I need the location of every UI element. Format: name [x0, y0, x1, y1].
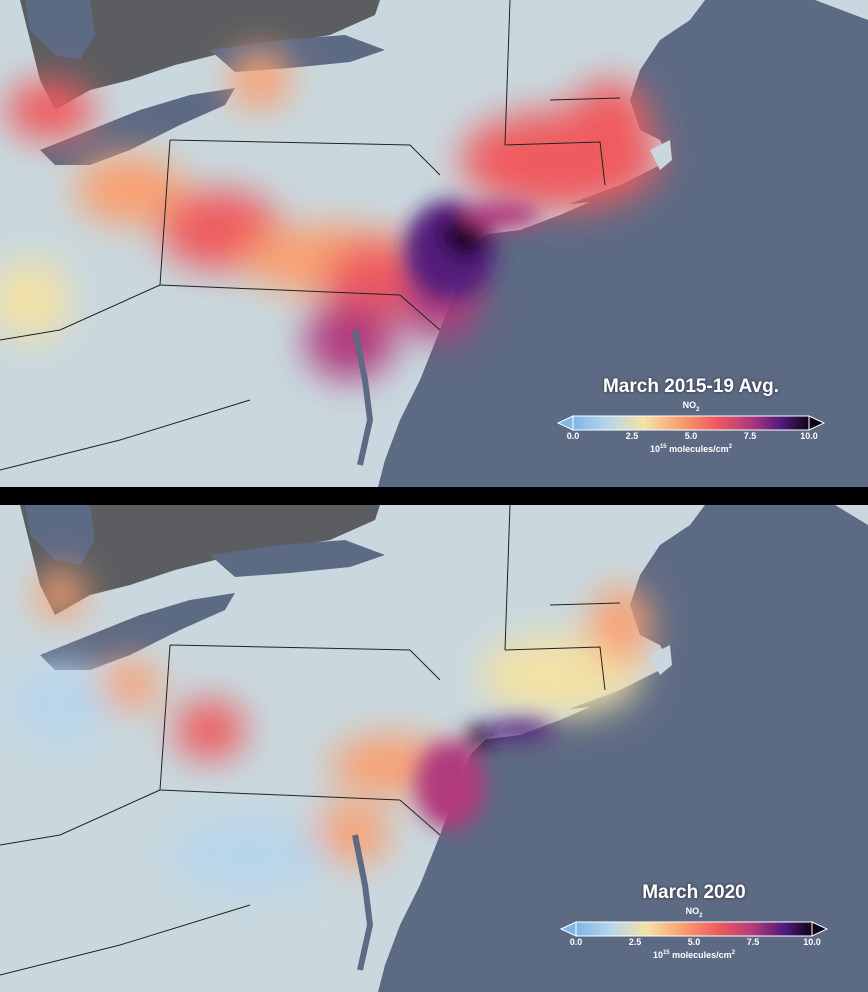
map-panel-2020: March 2020 NO2 0.0 2.5	[0, 505, 868, 992]
chesapeake-bay	[352, 329, 374, 466]
no2-map-2020	[0, 505, 868, 992]
lake-huron	[25, 505, 95, 565]
land-corner	[835, 505, 868, 525]
legend-title: March 2015-19 Avg.	[602, 376, 779, 397]
tick-label: 5.0	[687, 936, 701, 947]
cape-cod	[650, 140, 672, 170]
tick-label: 0.0	[566, 430, 580, 441]
legend-2020: March 2020 NO2 0.0 2.5	[559, 882, 829, 960]
state-borders	[0, 0, 621, 471]
no2-map-2015-19	[0, 0, 868, 487]
lake-huron	[25, 0, 95, 60]
colorbar	[559, 921, 829, 937]
lake-erie	[40, 88, 235, 165]
canada-land	[20, 505, 380, 615]
tick-label: 7.5	[743, 430, 757, 441]
colorbar-ticks: 0.0 2.5 5.0 7.5 10.0	[567, 430, 818, 443]
legend-units: 1015 molecules/cm2	[652, 949, 736, 960]
legend-variable: NO2	[685, 906, 703, 919]
no2-field	[0, 50, 660, 380]
colorbar-ticks: 0.0 2.5 5.0 7.5 10.0	[570, 936, 821, 949]
colorbar	[556, 415, 826, 431]
no2-core	[405, 200, 540, 300]
no2-core	[415, 720, 555, 830]
tick-label: 5.0	[684, 430, 698, 441]
tick-label: 2.5	[628, 936, 642, 947]
chesapeake-bay	[352, 834, 374, 971]
tick-label: 10.0	[803, 936, 821, 947]
lake-erie	[40, 593, 235, 670]
map-panel-2015-19: March 2015-19 Avg. NO2 0.0 2	[0, 0, 868, 487]
cape-cod	[650, 645, 672, 675]
state-borders	[0, 505, 621, 976]
legend-title: March 2020	[642, 882, 746, 903]
legend-2015-19: March 2015-19 Avg. NO2 0.0 2	[556, 376, 826, 454]
legend-units: 1015 molecules/cm2	[649, 443, 733, 454]
legend-variable: NO2	[682, 400, 700, 413]
tick-label: 2.5	[625, 430, 639, 441]
land-corner	[815, 0, 868, 20]
canada-land	[20, 0, 380, 110]
tick-label: 7.5	[746, 936, 760, 947]
tick-label: 10.0	[800, 430, 818, 441]
lake-ontario	[210, 540, 385, 577]
tick-label: 0.0	[569, 936, 583, 947]
